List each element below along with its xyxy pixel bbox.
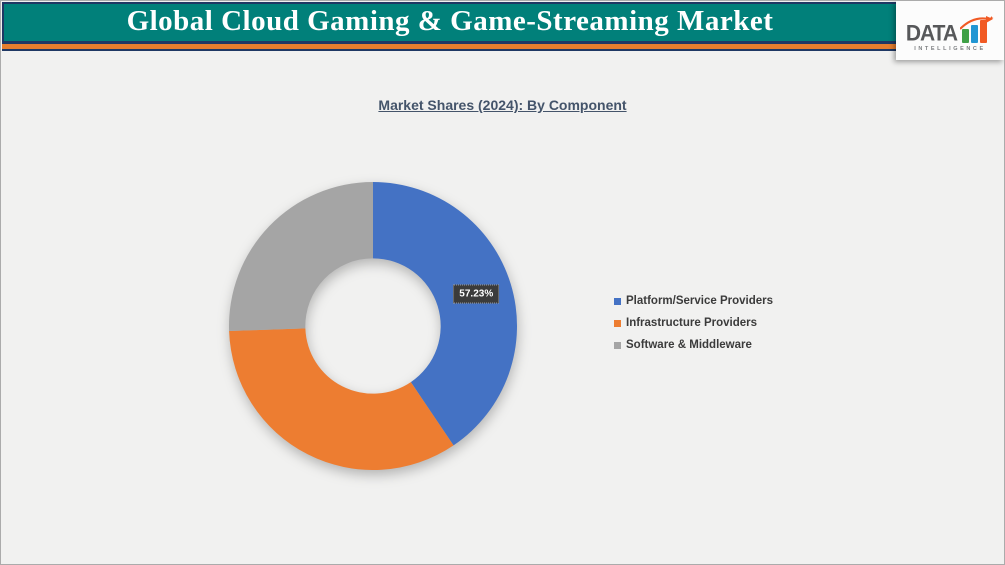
logo-row: DATA xyxy=(905,15,994,46)
chart-legend: Platform/Service Providers Infrastructur… xyxy=(614,294,773,360)
legend-item: Infrastructure Providers xyxy=(614,316,773,330)
brand-logo: DATA INTELLIGENCE xyxy=(896,1,1004,60)
donut-chart xyxy=(229,182,517,470)
legend-label: Platform/Service Providers xyxy=(626,295,774,307)
donut-slice-0 xyxy=(373,182,517,446)
header-accent-stripe xyxy=(2,44,898,51)
legend-swatch xyxy=(614,319,621,327)
legend-item: Software & Middleware xyxy=(614,338,773,352)
legend-swatch xyxy=(614,297,621,305)
logo-text: DATA xyxy=(905,21,958,46)
page-title: Global Cloud Gaming & Game-Streaming Mar… xyxy=(126,5,774,37)
header-banner: Global Cloud Gaming & Game-Streaming Mar… xyxy=(2,2,898,51)
logo-subtext: INTELLIGENCE xyxy=(914,45,986,52)
legend-label: Software & Middleware xyxy=(626,339,752,351)
legend-swatch xyxy=(614,341,621,349)
donut-slice-1 xyxy=(229,328,454,470)
donut-data-label: 57.23% xyxy=(453,284,500,304)
bar-chart-icon xyxy=(960,15,994,43)
legend-item: Platform/Service Providers xyxy=(614,294,773,308)
chart-title: Market Shares (2024): By Component xyxy=(378,97,627,113)
donut-slice-2 xyxy=(229,182,373,332)
legend-label: Infrastructure Providers xyxy=(626,317,758,329)
header-band: Global Cloud Gaming & Game-Streaming Mar… xyxy=(2,2,898,44)
